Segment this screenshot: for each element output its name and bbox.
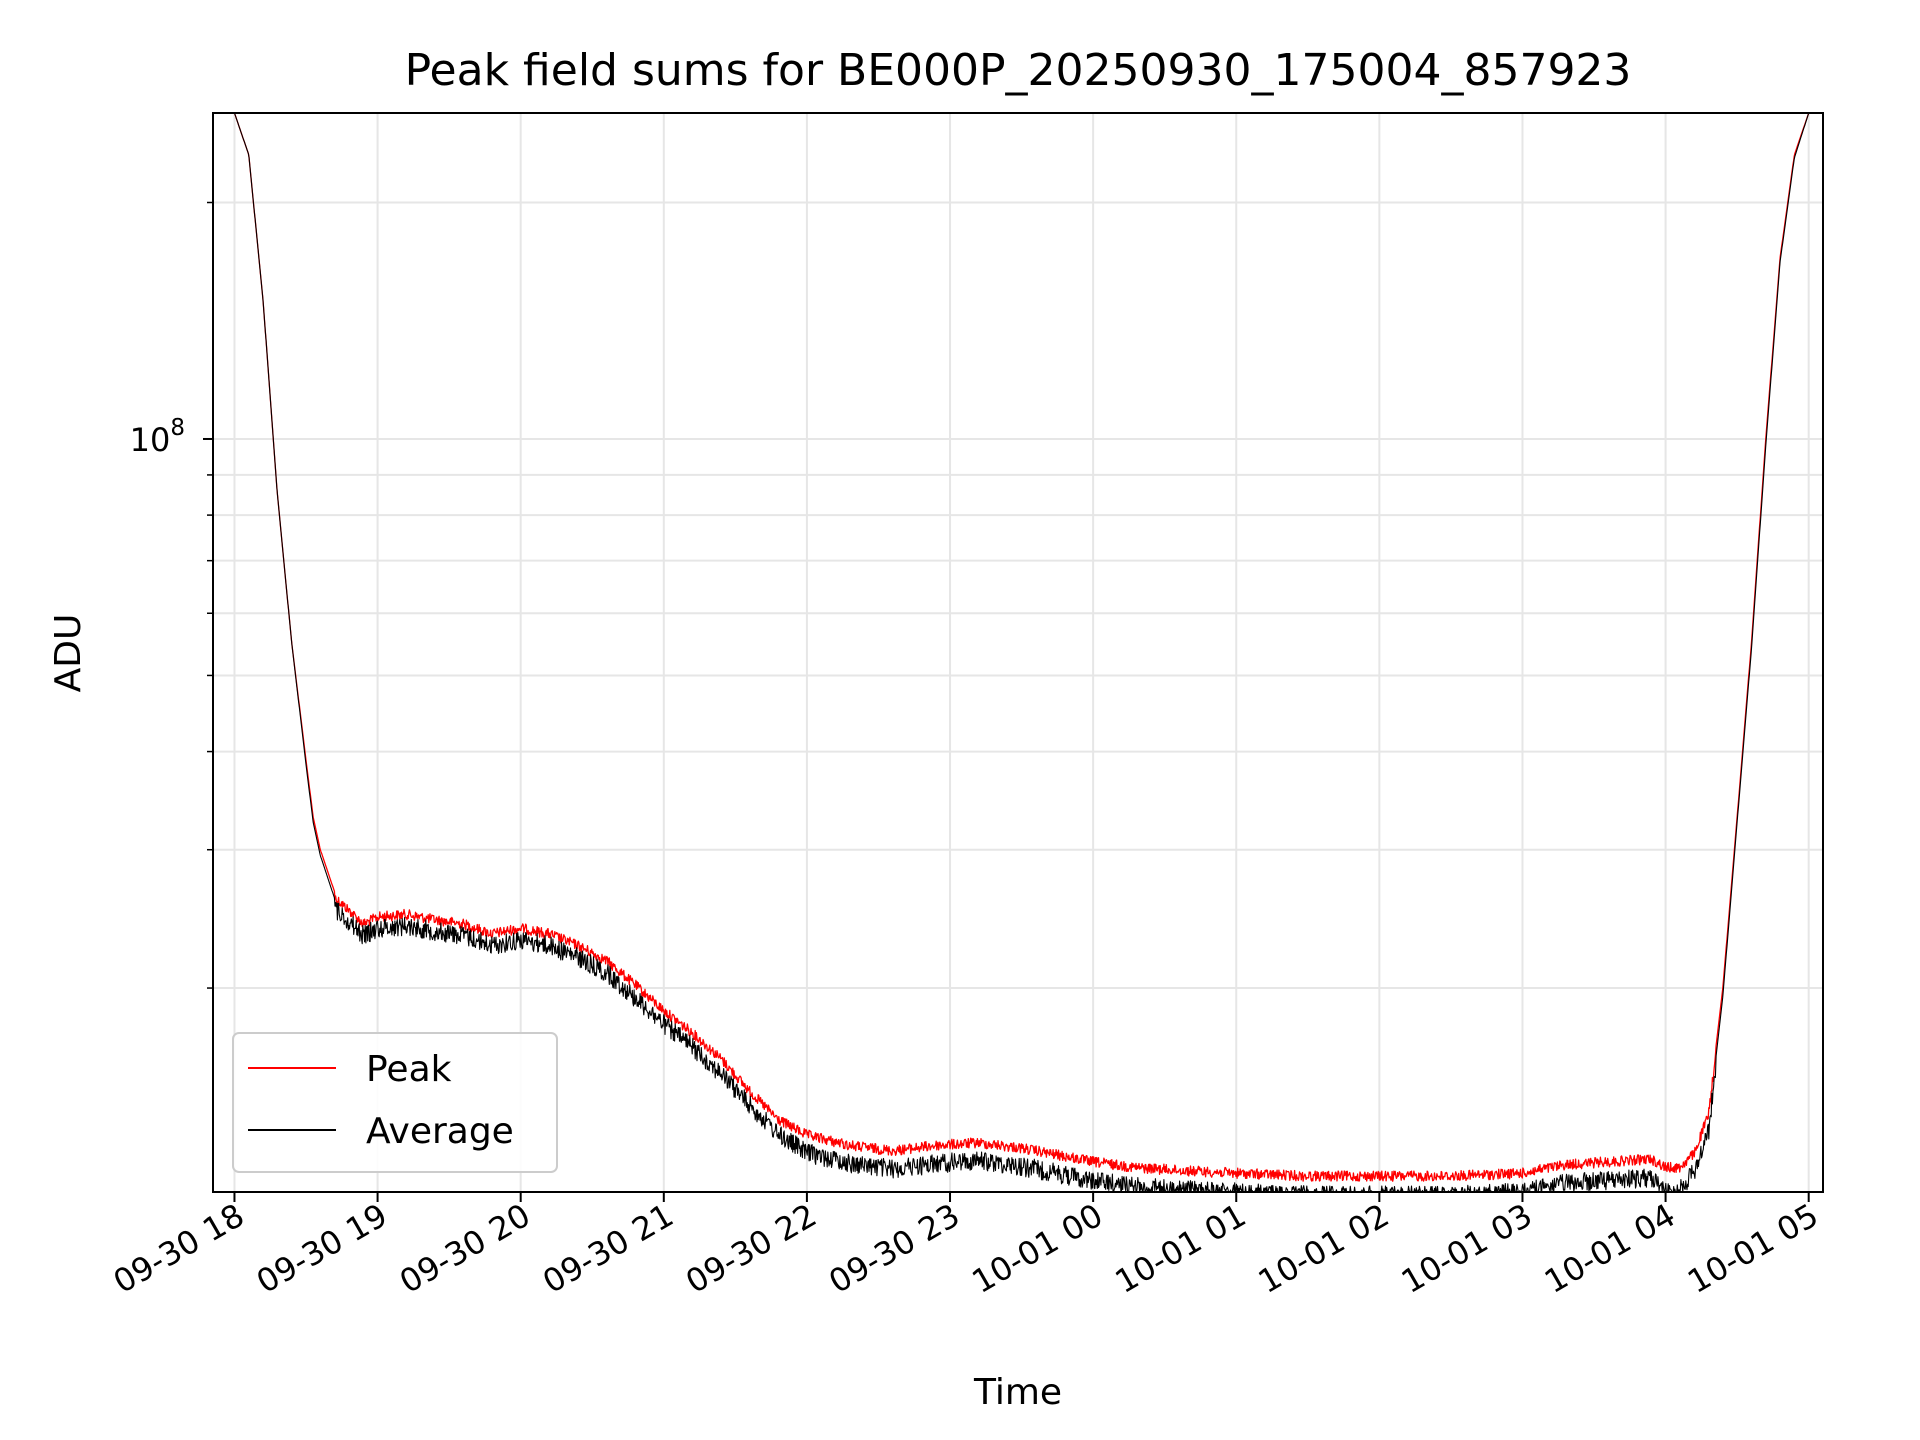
legend-peak-label: Peak	[366, 1049, 452, 1090]
series-line-average	[233, 112, 1810, 1193]
series-lines	[233, 112, 1810, 1193]
grid-lines	[213, 113, 1823, 1192]
series-line-peak	[233, 112, 1810, 1182]
legend-average-label: Average	[366, 1111, 514, 1152]
y-tick-exponent: 8	[170, 415, 185, 441]
legend: Peak Average	[232, 1032, 558, 1173]
x-axis-label: Time	[973, 1372, 1062, 1413]
plot-frame	[212, 112, 1824, 1193]
y-axis-label: ADU	[48, 614, 89, 693]
chart-title: Peak field sums for BE000P_20250930_1750…	[405, 45, 1632, 96]
